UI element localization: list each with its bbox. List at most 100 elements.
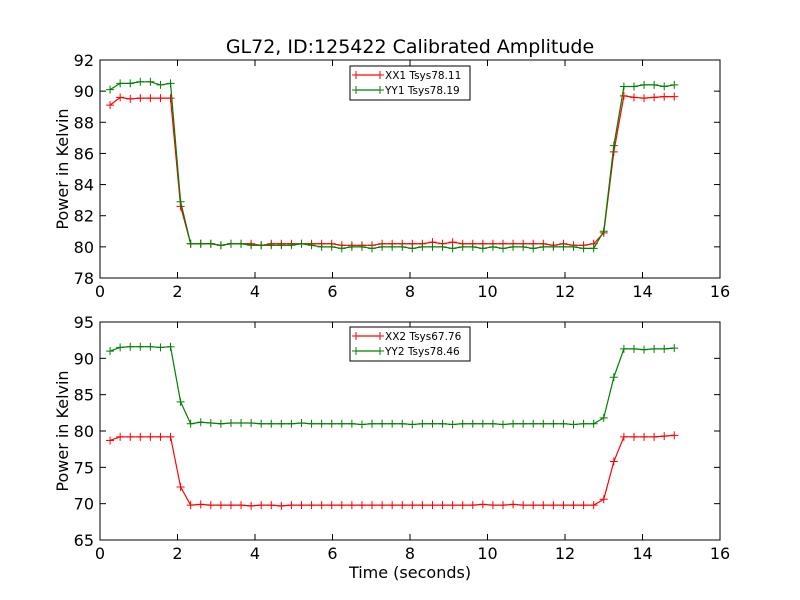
data-point <box>670 344 679 353</box>
data-point <box>579 244 588 253</box>
data-point <box>529 501 538 510</box>
legend-box <box>349 65 471 101</box>
data-point <box>267 419 276 428</box>
data-point <box>116 93 125 102</box>
data-point <box>146 342 155 351</box>
data-point <box>589 419 598 428</box>
data-point <box>347 419 356 428</box>
data-point <box>499 501 507 510</box>
x-tick-label: 4 <box>250 282 260 301</box>
data-point <box>448 501 457 510</box>
data-point <box>126 342 135 351</box>
data-point <box>660 432 669 441</box>
x-tick-label: 8 <box>405 282 415 301</box>
data-point <box>237 419 246 428</box>
data-point <box>156 80 165 89</box>
data-point <box>509 500 518 509</box>
data-point <box>559 419 568 428</box>
legend-marker <box>352 71 360 79</box>
data-point <box>206 501 215 510</box>
data-point <box>398 419 407 428</box>
data-point <box>317 501 326 510</box>
data-point <box>116 432 125 441</box>
data-point <box>297 501 306 510</box>
data-point <box>650 80 659 89</box>
data-point <box>670 92 679 101</box>
legend-marker <box>352 347 360 355</box>
data-point <box>629 432 638 441</box>
data-point <box>337 244 346 253</box>
data-point <box>247 501 256 510</box>
x-tick-label: 14 <box>632 282 652 301</box>
data-point <box>277 501 286 510</box>
data-point <box>468 242 477 251</box>
data-point <box>569 420 578 429</box>
data-point <box>599 495 608 504</box>
data-point <box>640 94 649 103</box>
data-point <box>438 419 447 428</box>
y-tick-label: 86 <box>74 144 94 163</box>
data-point <box>488 242 497 251</box>
data-point <box>166 79 175 88</box>
data-point <box>619 432 628 441</box>
data-point <box>650 344 659 353</box>
data-point <box>226 419 235 428</box>
data-point <box>247 419 256 428</box>
data-point <box>216 241 225 250</box>
data-point <box>176 482 185 491</box>
legend-marker <box>376 332 384 340</box>
series-2 <box>106 342 679 429</box>
legend-label: YY2 Tsys78.46 <box>384 346 460 358</box>
data-point <box>438 501 447 510</box>
x-tick-label: 10 <box>477 282 497 301</box>
x-tick-label: 2 <box>172 282 182 301</box>
series-1 <box>106 431 679 510</box>
legend-marker <box>376 347 384 355</box>
data-point <box>347 501 356 510</box>
data-point <box>488 501 497 510</box>
data-point <box>186 239 195 248</box>
data-point <box>307 419 316 428</box>
data-point <box>408 420 417 429</box>
data-point <box>327 501 336 510</box>
data-point <box>468 501 477 510</box>
data-point <box>186 419 195 428</box>
data-point <box>116 79 125 88</box>
data-point <box>287 241 296 250</box>
data-point <box>237 239 246 248</box>
x-tick-label: 4 <box>250 544 260 563</box>
data-point <box>216 419 225 428</box>
data-point <box>106 85 115 94</box>
data-point <box>327 419 336 428</box>
y-tick-label: 65 <box>74 531 94 550</box>
data-point <box>156 432 165 441</box>
data-point <box>166 94 175 103</box>
data-point <box>499 420 507 429</box>
top-plot: 0 2 4 6 8 10 12 14 16 78 80 82 84 86 88 90 92 Power in Ke… <box>53 51 730 301</box>
data-point <box>488 419 497 428</box>
data-point <box>317 242 326 251</box>
x-tick-label: 16 <box>710 282 730 301</box>
data-point <box>539 501 548 510</box>
data-point <box>257 501 266 510</box>
data-point <box>519 419 528 428</box>
data-point <box>569 501 578 510</box>
data-point <box>599 227 608 236</box>
data-point <box>378 242 387 251</box>
legend: XX1 Tsys78.11 YY1 Tsys78.19 <box>349 65 471 101</box>
data-point <box>357 501 366 510</box>
data-point <box>529 419 538 428</box>
data-point <box>297 419 306 428</box>
data-point <box>357 420 366 429</box>
x-tick-label: 0 <box>95 544 105 563</box>
data-point <box>609 141 618 150</box>
data-point <box>660 92 669 101</box>
data-point <box>660 344 669 353</box>
data-point <box>126 432 135 441</box>
y-tick-label: 84 <box>74 176 94 195</box>
data-point <box>297 239 306 248</box>
data-point <box>388 501 397 510</box>
data-point <box>519 242 528 251</box>
data-point <box>559 242 568 251</box>
